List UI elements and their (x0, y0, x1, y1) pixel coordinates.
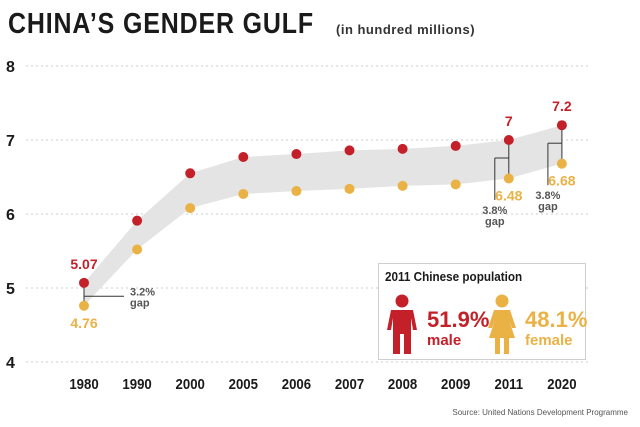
female-data-label: 6.48 (495, 187, 522, 203)
legend-female: 48.1% female (485, 294, 587, 356)
male-data-label: 7.2 (552, 98, 572, 114)
female-point (450, 179, 461, 190)
x-tick-label: 2008 (388, 375, 417, 392)
male-point (79, 277, 89, 288)
gap-band (84, 125, 562, 306)
y-tick-label: 5 (6, 281, 15, 298)
x-tick-label: 1990 (122, 375, 151, 392)
chart-subtitle: (in hundred millions) (336, 22, 476, 37)
male-percent: 51.9% (427, 307, 490, 332)
chart-title: CHINA’S GENDER GULF (8, 8, 314, 40)
male-point (397, 143, 408, 154)
y-tick-label: 4 (6, 355, 15, 372)
female-person-icon (488, 294, 516, 354)
female-point (185, 203, 196, 214)
x-tick-label: 2000 (176, 375, 205, 392)
male-point (556, 120, 567, 131)
male-point (503, 135, 514, 145)
y-tick-label: 8 (6, 59, 15, 76)
female-point (556, 158, 567, 169)
female-point (79, 300, 89, 311)
female-label: female (525, 332, 573, 349)
gap-word-label: gap (130, 297, 150, 309)
y-tick-label: 7 (6, 133, 15, 150)
x-tick-label: 2007 (335, 375, 364, 392)
female-point (291, 186, 302, 197)
female-percent: 48.1% (525, 307, 588, 332)
x-tick-label: 2011 (495, 375, 524, 392)
legend-title: 2011 Chinese population (385, 269, 523, 284)
male-point (185, 168, 196, 179)
x-tick-label: 2009 (441, 375, 470, 392)
female-data-label: 6.68 (548, 173, 575, 189)
legend-box: 2011 Chinese population 51.9% male 48.1%… (378, 263, 587, 360)
source-note: Source: United Nations Development Progr… (452, 408, 628, 417)
male-point (132, 215, 143, 226)
female-point (344, 183, 355, 194)
male-point (344, 145, 355, 156)
male-point (450, 140, 461, 151)
gap-percent-label: 3.8% (535, 190, 560, 202)
x-tick-label: 2005 (229, 375, 258, 392)
male-person-icon (387, 294, 417, 354)
legend-male: 51.9% male (385, 294, 489, 356)
male-data-label: 7 (505, 113, 513, 129)
gap-word-label: gap (538, 201, 558, 213)
female-point (397, 180, 408, 191)
female-point (503, 173, 514, 184)
gap-word-label: gap (485, 216, 505, 228)
x-tick-label: 1980 (69, 375, 98, 392)
y-tick-label: 6 (6, 207, 15, 224)
female-point (238, 189, 249, 200)
x-tick-label: 2006 (282, 375, 311, 392)
male-label: male (427, 332, 462, 349)
female-data-label: 4.76 (70, 315, 97, 331)
gap-percent-label: 3.2% (130, 286, 155, 298)
x-tick-label: 2020 (547, 375, 576, 392)
male-data-label: 5.07 (70, 256, 97, 272)
male-point (238, 152, 249, 163)
title-row: CHINA’S GENDER GULF (8, 8, 364, 41)
female-point (132, 244, 143, 255)
male-point (291, 149, 302, 160)
gap-percent-label: 3.8% (482, 205, 507, 217)
